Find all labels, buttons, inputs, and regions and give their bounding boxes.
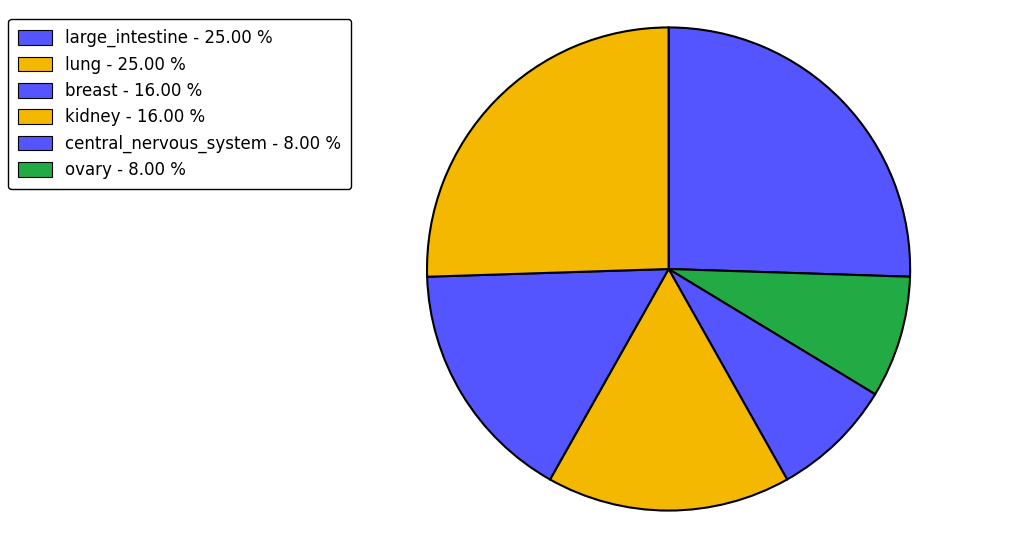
- Wedge shape: [669, 27, 910, 277]
- Legend: large_intestine - 25.00 %, lung - 25.00 %, breast - 16.00 %, kidney - 16.00 %, c: large_intestine - 25.00 %, lung - 25.00 …: [8, 19, 350, 189]
- Wedge shape: [427, 27, 669, 277]
- Wedge shape: [669, 269, 910, 394]
- Wedge shape: [427, 269, 669, 479]
- Wedge shape: [550, 269, 787, 511]
- Wedge shape: [669, 269, 875, 479]
